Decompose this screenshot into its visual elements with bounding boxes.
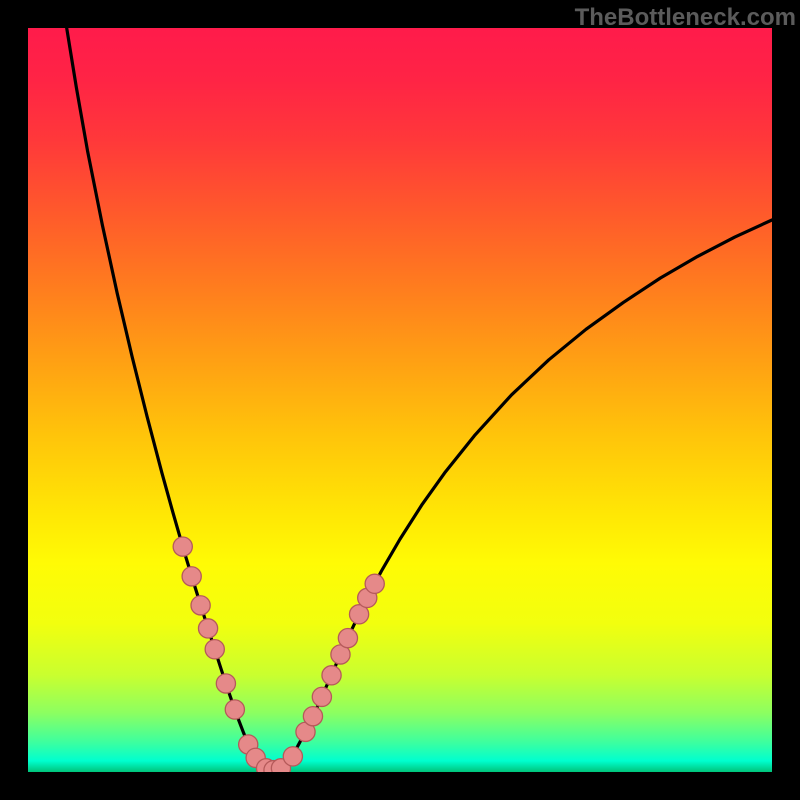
data-marker (205, 640, 224, 659)
plot-area (28, 28, 772, 772)
data-marker (191, 596, 210, 615)
data-marker (182, 567, 201, 586)
data-marker (303, 707, 322, 726)
watermark-text: TheBottleneck.com (575, 4, 796, 32)
data-marker (216, 674, 235, 693)
chart-root: TheBottleneck.com (0, 0, 800, 800)
data-marker (283, 747, 302, 766)
data-marker (312, 687, 331, 706)
data-marker (173, 537, 192, 556)
data-marker (365, 574, 384, 593)
plot-background (28, 28, 772, 772)
data-marker (338, 628, 357, 647)
data-marker (198, 619, 217, 638)
data-marker (322, 666, 341, 685)
plot-svg (28, 28, 772, 772)
data-marker (225, 700, 244, 719)
